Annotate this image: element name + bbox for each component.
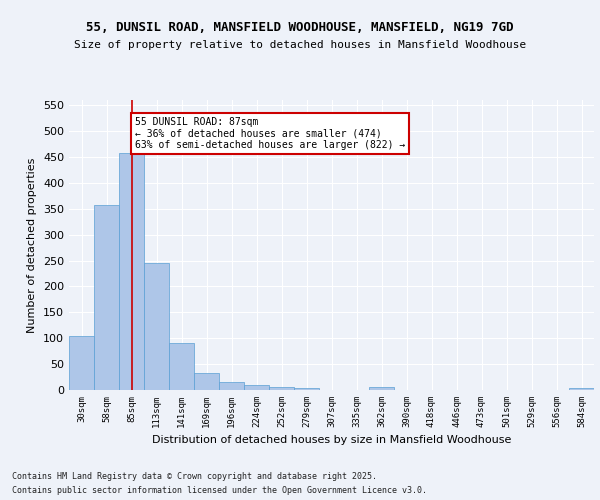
Bar: [69, 336, 94, 390]
Text: 55, DUNSIL ROAD, MANSFIELD WOODHOUSE, MANSFIELD, NG19 7GD: 55, DUNSIL ROAD, MANSFIELD WOODHOUSE, MA…: [86, 21, 514, 34]
Bar: [194, 373, 219, 390]
Bar: [269, 387, 294, 390]
Text: 55 DUNSIL ROAD: 87sqm
← 36% of detached houses are smaller (474)
63% of semi-det: 55 DUNSIL ROAD: 87sqm ← 36% of detached …: [135, 117, 406, 150]
Bar: [94, 205, 119, 390]
Bar: [569, 388, 594, 390]
Bar: [144, 263, 169, 390]
Text: Contains HM Land Registry data © Crown copyright and database right 2025.: Contains HM Land Registry data © Crown c…: [12, 472, 377, 481]
Bar: [244, 385, 269, 390]
Bar: [219, 382, 244, 390]
Bar: [294, 388, 319, 390]
X-axis label: Distribution of detached houses by size in Mansfield Woodhouse: Distribution of detached houses by size …: [152, 436, 511, 446]
Bar: [119, 154, 144, 390]
Y-axis label: Number of detached properties: Number of detached properties: [28, 158, 37, 332]
Text: Contains public sector information licensed under the Open Government Licence v3: Contains public sector information licen…: [12, 486, 427, 495]
Bar: [169, 343, 194, 390]
Bar: [369, 388, 394, 390]
Text: Size of property relative to detached houses in Mansfield Woodhouse: Size of property relative to detached ho…: [74, 40, 526, 50]
